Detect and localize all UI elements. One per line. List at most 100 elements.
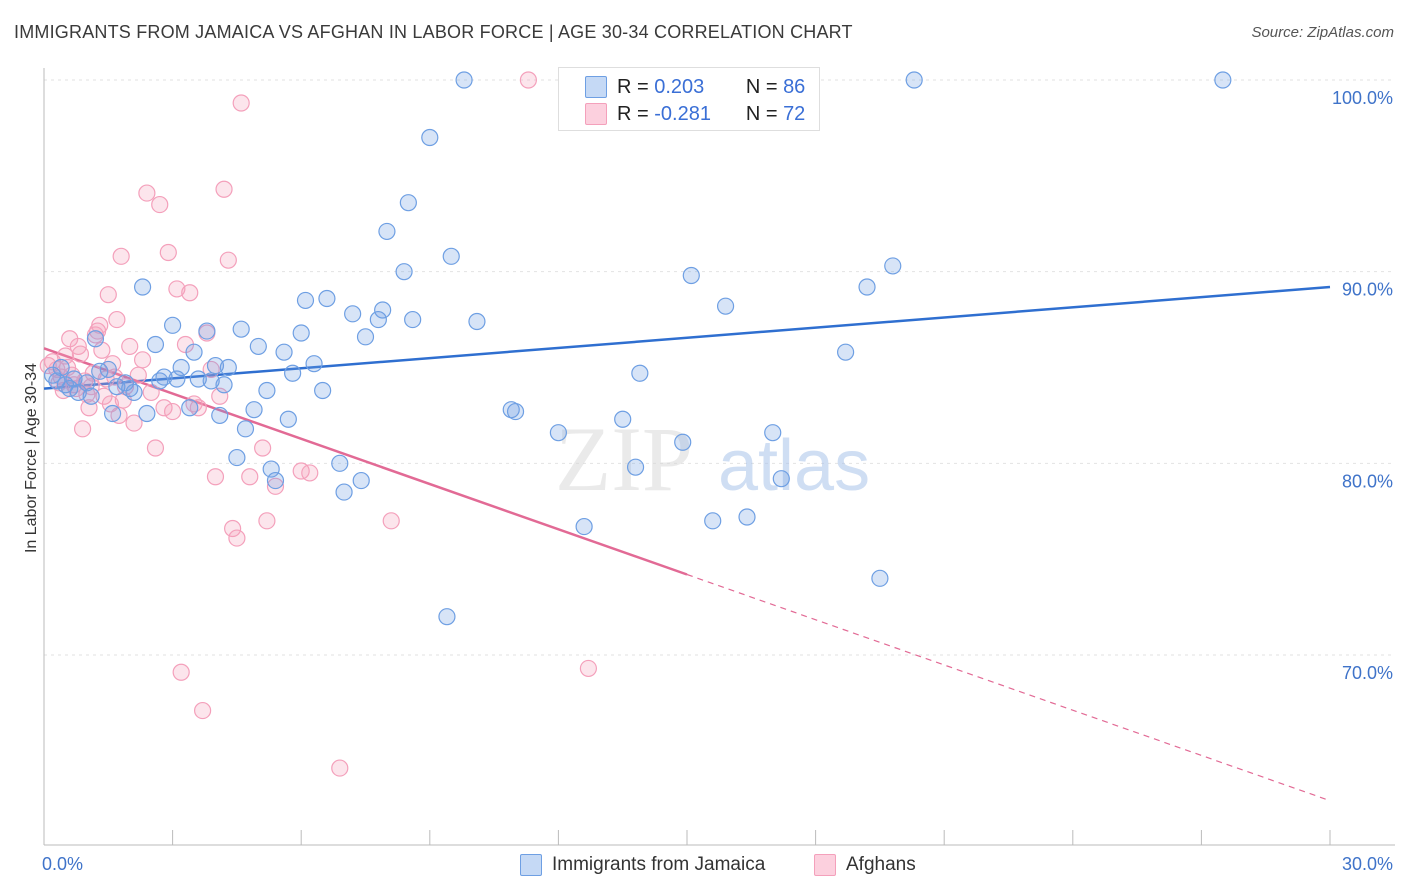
afghan-point <box>215 180 233 198</box>
jamaica-point <box>211 406 229 425</box>
afghan-point <box>138 184 156 202</box>
jamaica-point <box>108 378 126 396</box>
jamaica-point <box>335 483 353 501</box>
y-tick-label: 80.0% <box>1342 471 1393 491</box>
legend: Immigrants from Jamaica Afghans <box>0 852 1406 878</box>
y-tick-label: 100.0% <box>1332 88 1393 108</box>
afghan-point <box>159 243 177 262</box>
y-tick-label: 90.0% <box>1342 280 1393 300</box>
jamaica-point <box>232 320 250 338</box>
watermark: ZIP atlas <box>555 408 870 510</box>
n-label: N = <box>745 76 778 98</box>
legend-label-jamaica: Immigrants from Jamaica <box>552 854 766 875</box>
r-value-jamaica: 0.203 <box>654 76 705 98</box>
jamaica-point <box>266 471 285 490</box>
afghan-point <box>125 414 143 432</box>
jamaica-point <box>279 410 297 428</box>
legend-swatch-jamaica <box>520 854 542 876</box>
afghan-point <box>331 759 349 777</box>
jamaica-point <box>682 266 700 285</box>
jamaica-point <box>404 310 422 329</box>
afghan-point <box>71 345 90 363</box>
jamaica-point <box>716 297 735 315</box>
afghan-point <box>224 519 242 538</box>
n-value-jamaica: 86 <box>783 76 806 98</box>
jamaica-point <box>905 71 923 89</box>
jamaica-point <box>468 312 486 331</box>
jamaica-point <box>356 328 375 346</box>
n-label: N = <box>745 103 778 125</box>
jamaica-point <box>181 399 199 417</box>
jamaica-point <box>86 330 105 348</box>
grid-lines <box>44 79 1395 656</box>
jamaica-point <box>314 381 332 400</box>
afghan-point <box>151 195 169 214</box>
r-value-afghan: -0.281 <box>654 103 711 125</box>
n-value-afghan: 72 <box>783 103 806 125</box>
legend-label-afghan: Afghans <box>846 854 916 875</box>
jamaica-point <box>206 356 225 375</box>
jamaica-point <box>549 424 568 442</box>
afghan-point <box>121 337 139 356</box>
jamaica-point <box>249 337 267 356</box>
jamaica-point <box>78 374 96 392</box>
jamaica-point <box>296 291 315 310</box>
jamaica-point <box>575 517 593 536</box>
jamaica-point <box>631 364 649 382</box>
jamaica-point <box>219 358 237 377</box>
jamaica-point <box>284 364 302 382</box>
tick-labels: 70.0% 80.0% 90.0% 100.0% 0.0% 30.0% <box>42 88 1393 874</box>
jamaica-point <box>103 404 122 423</box>
y-tick-label: 70.0% <box>1342 663 1393 683</box>
trend-lines <box>43 285 1331 802</box>
watermark-zip: ZIP <box>555 408 693 510</box>
jamaica-point <box>378 222 396 241</box>
jamaica-point <box>626 458 645 476</box>
source-label: Source: ZipAtlas.com <box>1251 24 1394 41</box>
afghan-point <box>301 464 319 482</box>
r-label: R = <box>617 76 649 98</box>
afghan-point <box>164 402 182 421</box>
trend-line-jamaica <box>43 285 1331 390</box>
afghan-point <box>39 356 57 375</box>
jamaica-point <box>61 379 79 398</box>
jamaica-point <box>99 360 117 379</box>
jamaica-point <box>198 322 216 340</box>
jamaica-point <box>172 358 190 377</box>
jamaica-point <box>399 194 417 212</box>
afghan-point <box>258 512 276 530</box>
afghan-point <box>108 310 126 329</box>
jamaica-point <box>772 470 790 488</box>
jamaica-point <box>764 424 782 442</box>
afghan-point <box>194 701 212 720</box>
afghan-point <box>519 71 537 89</box>
axes <box>43 68 1395 846</box>
jamaica-point <box>215 376 233 394</box>
afghan-point <box>73 420 92 438</box>
jamaica-point <box>258 381 276 400</box>
jamaica-point <box>228 448 246 467</box>
afghan-point <box>133 351 152 369</box>
jamaica-point <box>438 608 456 626</box>
afghan-point <box>241 468 259 486</box>
r-label: R = <box>617 103 649 125</box>
afghan-point <box>155 399 173 417</box>
afghan-point <box>219 251 237 269</box>
jamaica-point <box>236 420 255 438</box>
jamaica-point <box>185 343 203 361</box>
jamaica-point <box>133 278 152 296</box>
afghan-point <box>181 284 199 302</box>
afghan-point <box>206 468 225 486</box>
jamaica-point <box>442 247 460 265</box>
jamaica-point <box>125 383 143 402</box>
afghan-point <box>112 247 130 265</box>
jamaica-point <box>395 263 413 281</box>
afghan-point <box>168 280 186 298</box>
jamaica-point <box>164 316 182 334</box>
jamaica-point <box>275 343 293 361</box>
afghan-point <box>99 286 117 304</box>
afghan-point <box>266 477 285 495</box>
x-tick-label-max: 30.0% <box>1342 854 1393 874</box>
jamaica-point <box>155 368 173 386</box>
